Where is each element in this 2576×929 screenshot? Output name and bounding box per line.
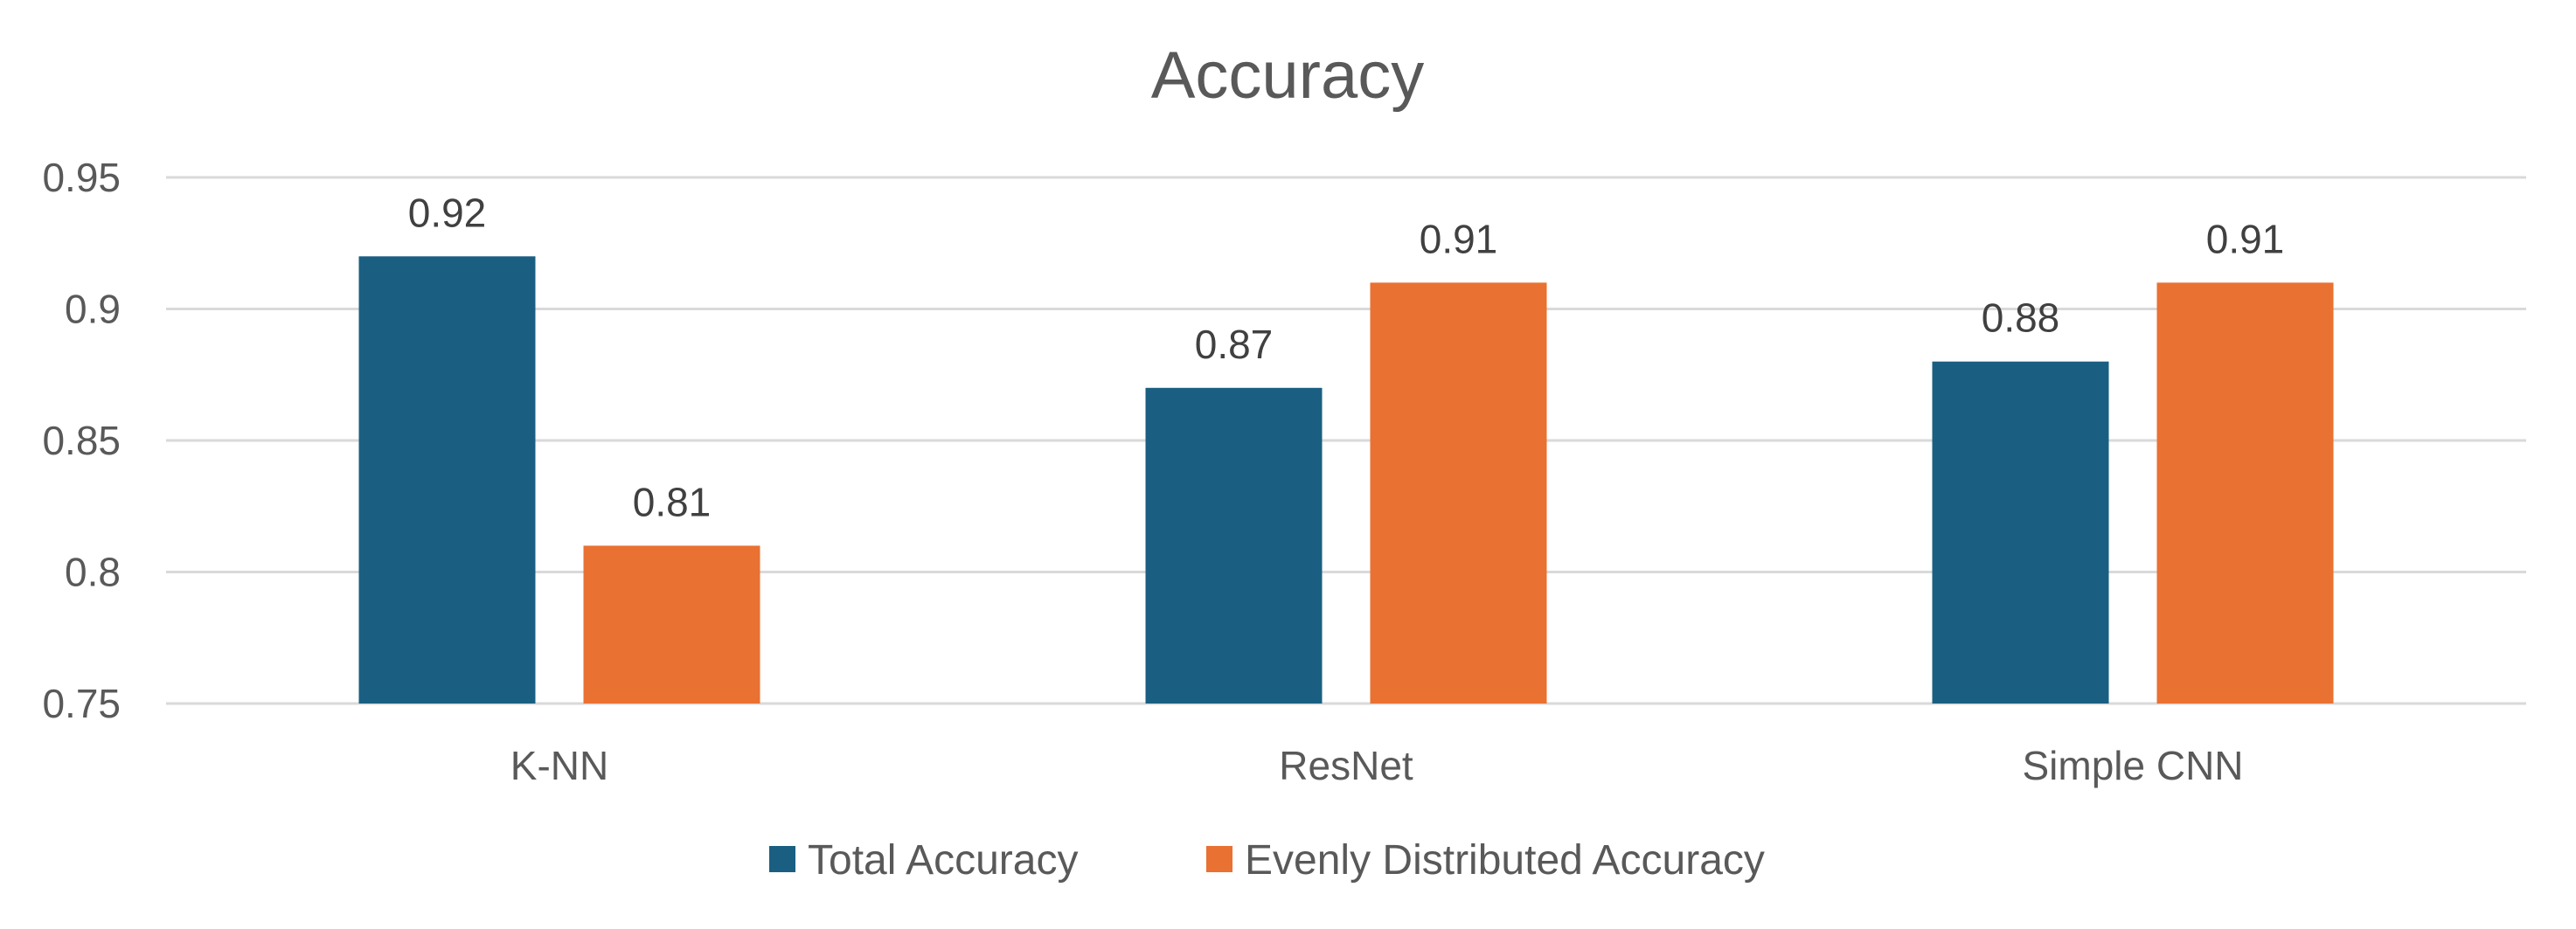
x-category-label: Simple CNN [2022,743,2243,788]
bar-evenly-distributed-accuracy [583,545,760,704]
data-label: 0.92 [408,190,487,235]
legend-swatch [1206,846,1232,872]
y-axis-ticks: 0.75 0.8 0.85 0.9 0.95 [42,155,121,726]
y-tick-label: 0.9 [65,287,121,332]
legend: Total Accuracy Evenly Distributed Accurac… [769,837,1765,884]
gridlines [166,176,2526,705]
y-tick-label: 0.85 [42,418,121,463]
data-label: 0.88 [1982,295,2060,341]
y-tick-label: 0.95 [42,155,121,200]
y-tick-label: 0.75 [42,681,121,726]
x-axis-categories: K-NN ResNet Simple CNN [510,743,2244,788]
bars [358,256,2334,704]
x-category-label: ResNet [1279,743,1413,788]
bar-evenly-distributed-accuracy [1370,282,1547,704]
bar-total-accuracy [1145,387,1323,704]
chart-title: Accuracy [1151,38,1425,113]
y-tick-label: 0.8 [65,550,121,595]
data-label: 0.87 [1195,322,1274,367]
bar-total-accuracy [358,256,536,704]
legend-label: Evenly Distributed Accuracy [1245,837,1765,884]
bar-total-accuracy [1932,361,2109,704]
legend-swatch [769,846,795,872]
data-labels: 0.92 0.81 0.87 0.91 0.88 0.91 [408,190,2285,524]
legend-label: Total Accuracy [808,837,1078,884]
data-label: 0.91 [2206,216,2285,261]
bar-evenly-distributed-accuracy [2156,282,2334,704]
x-category-label: K-NN [510,743,608,788]
data-label: 0.91 [1420,216,1498,261]
data-label: 0.81 [633,479,712,524]
